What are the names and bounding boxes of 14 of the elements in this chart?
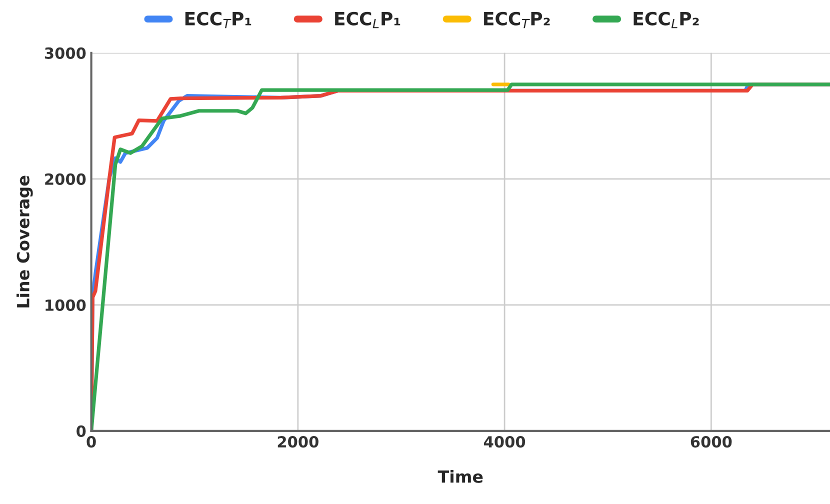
y-tick-label: 0: [76, 425, 86, 437]
y-tick-label: 3000: [44, 47, 86, 59]
legend-label: ECC$_{T}$P₁: [185, 12, 252, 28]
legend-label: ECC$_{T}$P₂: [484, 12, 550, 28]
y-tick-label: 1000: [46, 299, 86, 311]
x-tick-label: 0: [86, 436, 96, 448]
x-axis-title: Time: [438, 470, 483, 483]
x-tick-label: 4000: [484, 436, 526, 448]
legend-label: ECC$_{L}$P₂: [634, 12, 699, 28]
y-tick-label: 2000: [45, 173, 86, 185]
legend-label: ECC$_{L}$P₁: [335, 12, 400, 28]
x-tick-label: 2000: [278, 436, 318, 448]
x-tick-label: 6000: [690, 436, 732, 448]
y-axis-title: Line Coverage: [16, 176, 33, 308]
